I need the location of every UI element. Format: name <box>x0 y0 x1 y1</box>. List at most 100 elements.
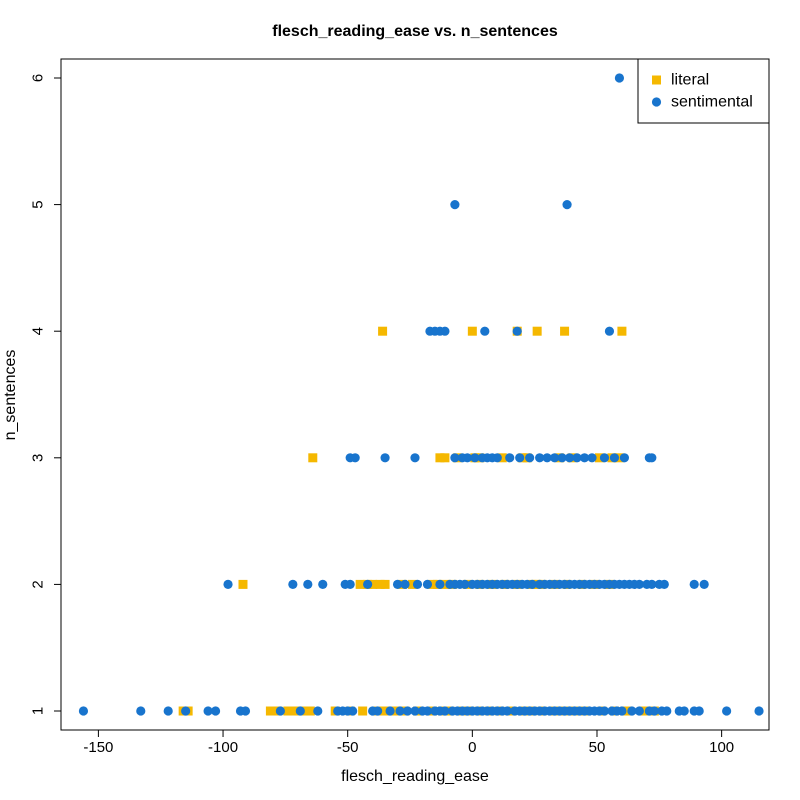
legend: literal sentimental <box>637 58 770 124</box>
point-sentimental <box>450 453 460 463</box>
point-sentimental <box>380 453 390 463</box>
point-sentimental <box>223 579 233 590</box>
point-sentimental <box>392 579 403 590</box>
point-literal <box>467 326 477 336</box>
legend-box <box>637 58 770 124</box>
point-sentimental <box>78 706 89 716</box>
data-points <box>78 73 764 716</box>
point-sentimental <box>562 199 572 210</box>
point-sentimental <box>604 326 615 336</box>
legend-marker-sentimental <box>651 97 662 107</box>
point-sentimental <box>679 706 689 716</box>
point-sentimental <box>462 453 472 463</box>
point-literal <box>408 579 418 589</box>
point-sentimental <box>619 453 630 463</box>
point-literal <box>305 706 315 716</box>
point-literal <box>427 579 437 589</box>
point-sentimental <box>525 453 535 463</box>
point-sentimental <box>614 73 625 83</box>
point-literal <box>617 326 627 336</box>
point-sentimental <box>617 706 627 716</box>
point-sentimental <box>345 579 355 590</box>
point-sentimental <box>203 706 213 716</box>
series-literal <box>178 326 659 716</box>
point-sentimental <box>460 579 470 590</box>
y-axis-label: n_sentences <box>2 350 19 441</box>
point-sentimental <box>412 579 423 590</box>
x-axis: -150 -100 -50 0 50 100 <box>83 729 734 756</box>
point-sentimental <box>440 706 450 716</box>
point-sentimental <box>275 706 285 716</box>
point-sentimental <box>647 453 657 463</box>
point-sentimental <box>647 579 657 590</box>
point-sentimental <box>694 706 704 716</box>
point-sentimental <box>373 706 383 716</box>
y-tick-label: 3 <box>30 454 47 462</box>
point-sentimental <box>410 706 420 716</box>
point-sentimental <box>689 579 699 590</box>
point-literal <box>368 579 378 589</box>
point-literal <box>380 579 390 589</box>
y-tick-label: 2 <box>30 580 47 588</box>
point-literal <box>238 579 248 589</box>
point-sentimental <box>480 326 490 336</box>
point-sentimental <box>587 453 597 463</box>
point-literal <box>639 706 649 716</box>
point-sentimental <box>609 453 620 463</box>
point-literal <box>378 326 388 336</box>
point-literal <box>532 326 542 336</box>
point-sentimental <box>754 706 764 716</box>
point-sentimental <box>722 706 732 716</box>
point-sentimental <box>318 579 328 590</box>
point-literal <box>265 706 275 716</box>
point-sentimental <box>527 579 537 590</box>
y-tick-label: 5 <box>30 200 47 208</box>
point-sentimental <box>492 453 502 463</box>
point-sentimental <box>440 326 450 336</box>
point-sentimental <box>662 706 672 716</box>
point-sentimental <box>659 579 669 590</box>
point-literal <box>375 579 385 589</box>
x-axis-label: flesch_reading_ease <box>341 768 489 785</box>
y-tick-label: 4 <box>30 327 47 335</box>
point-sentimental <box>288 579 298 590</box>
x-tick-label: 50 <box>589 739 606 756</box>
point-sentimental <box>400 579 410 590</box>
point-literal <box>358 706 368 716</box>
point-sentimental <box>410 453 420 463</box>
point-literal <box>497 453 507 463</box>
point-sentimental <box>350 453 360 463</box>
point-literal <box>380 706 390 716</box>
point-literal <box>288 706 298 716</box>
point-sentimental <box>502 706 512 716</box>
point-sentimental <box>564 453 575 463</box>
point-sentimental <box>422 579 433 590</box>
point-sentimental <box>450 199 460 210</box>
point-sentimental <box>699 579 709 590</box>
point-sentimental <box>515 453 525 463</box>
point-sentimental <box>550 453 560 463</box>
point-sentimental <box>363 579 373 590</box>
point-sentimental <box>634 706 644 716</box>
point-sentimental <box>542 453 552 463</box>
chart-title: flesch_reading_ease vs. n_sentences <box>272 23 558 40</box>
point-sentimental <box>136 706 146 716</box>
point-sentimental <box>634 579 644 590</box>
point-sentimental <box>210 706 221 716</box>
point-literal <box>300 706 310 716</box>
point-sentimental <box>599 706 610 716</box>
point-literal <box>560 326 570 336</box>
y-tick-label: 1 <box>30 707 47 715</box>
x-tick-label: -50 <box>337 739 359 756</box>
point-sentimental <box>435 579 445 590</box>
point-sentimental <box>348 706 358 716</box>
point-sentimental <box>385 706 395 716</box>
point-sentimental <box>572 453 582 463</box>
point-sentimental <box>395 706 405 716</box>
point-literal <box>355 579 365 589</box>
point-sentimental <box>181 706 191 716</box>
point-literal <box>440 453 450 463</box>
legend-item-literal: literal <box>652 72 709 89</box>
legend-item-sentimental: sentimental <box>651 94 753 111</box>
